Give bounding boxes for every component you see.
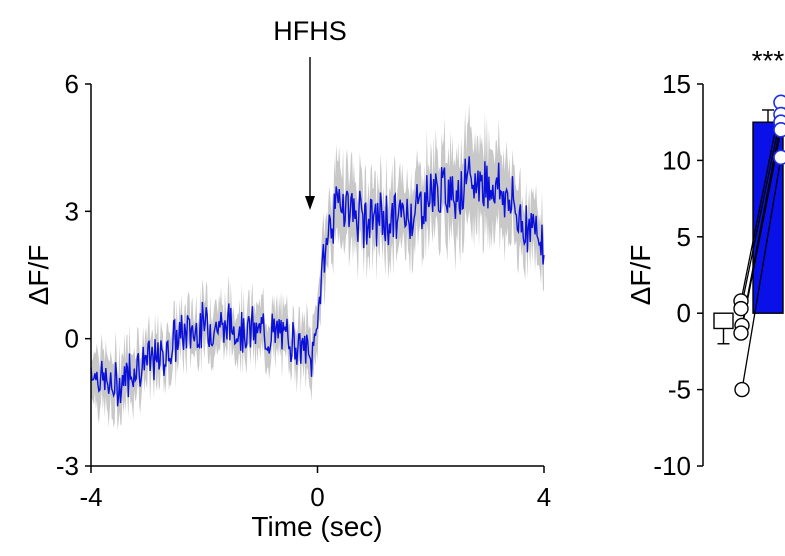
x-tick-label: 4 [537, 482, 551, 512]
y-tick-label: -10 [653, 451, 691, 481]
pair-line [740, 102, 782, 302]
y-ticks: -3 0 3 6 [56, 69, 91, 481]
bar [713, 312, 734, 330]
bar-panel: -10 -5 0 5 10 15 ΔF/F *** [625, 45, 785, 481]
pair-line [740, 114, 782, 309]
mean-trace [90, 156, 545, 407]
x-tick-label: -4 [79, 482, 102, 512]
post-point [773, 149, 785, 166]
arrow-head [305, 196, 315, 210]
y-tick-label: -3 [56, 451, 79, 481]
y-axis-label-right: ΔF/F [625, 245, 656, 306]
pre-point [734, 381, 750, 398]
annotation-label: HFHS [273, 16, 347, 46]
paired-points [733, 94, 785, 398]
significance-label: *** [752, 45, 785, 76]
y-tick-label: 3 [65, 196, 79, 226]
x-ticks: -4 0 4 [79, 466, 551, 512]
pair-line [741, 157, 782, 390]
y-tick-label: -5 [668, 375, 691, 405]
y-tick-label: 6 [65, 69, 79, 99]
y-tick-label: 5 [677, 222, 691, 252]
y-tick-label: 0 [677, 298, 691, 328]
x-axis-label: Time (sec) [251, 511, 382, 542]
y-tick-label: 10 [662, 145, 691, 175]
x-tick-label: 0 [310, 482, 324, 512]
y-axis-label: ΔF/F [23, 245, 54, 306]
sem-band [91, 102, 544, 431]
pre-point [733, 325, 749, 341]
post-point [773, 122, 785, 138]
y-tick-label: 0 [65, 324, 79, 354]
pre-point [733, 300, 749, 317]
y-ticks-right: -10 -5 0 5 10 15 [653, 69, 703, 481]
y-tick-label: 15 [662, 69, 691, 99]
trace-panel: -3 0 3 6 -4 0 4 ΔF/F Time (sec) HFHS [23, 16, 551, 542]
